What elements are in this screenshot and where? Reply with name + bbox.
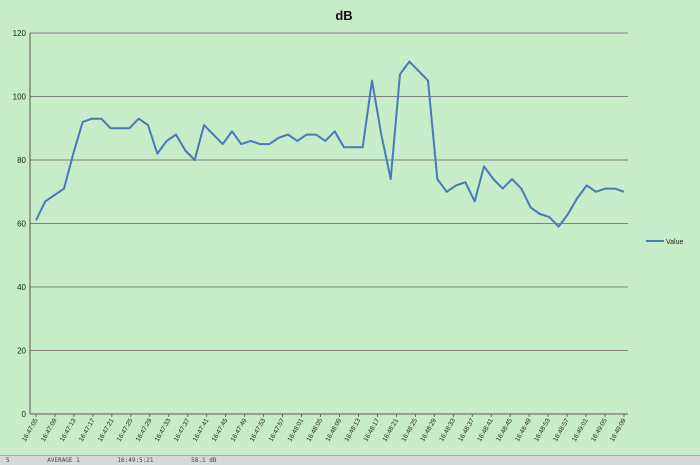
legend-label: Value [666,239,683,246]
x-tick-label: 16:48:41 [476,417,495,443]
status-segment: 5 [6,457,10,464]
x-tick-label: 16:47:49 [230,417,249,443]
x-tick-label: 16:48:01 [287,417,306,443]
x-tick-label: 16:47:21 [97,417,116,443]
chart-title: dB [335,8,352,23]
x-tick-label: 16:47:53 [249,417,268,443]
x-tick-label: 16:47:41 [192,417,211,443]
y-tick-label: 20 [17,347,26,356]
status-segment: 58.1 dB [191,457,217,464]
x-tick-label: 16:49:05 [590,417,609,443]
x-tick-label: 16:48:05 [306,417,325,443]
status-bar: 5 AVERAGE 1 16:49:5:21 58.1 dB [0,455,700,465]
x-tick-label: 16:47:05 [21,417,40,443]
x-tick-label: 16:48:33 [438,417,457,443]
legend: Value [646,239,683,246]
x-tick-label: 16:47:37 [173,417,192,443]
y-tick-label: 120 [13,29,27,38]
x-tick-label: 16:47:13 [59,417,78,443]
status-segment: 16:49:5:21 [117,457,154,464]
x-tick-label: 16:48:57 [552,417,571,443]
x-tick-label: 16:47:29 [135,417,154,443]
status-segment: AVERAGE 1 [47,457,80,464]
y-axis-ticks: 0 20 40 60 80 100 120 [13,29,27,419]
x-tick-label: 16:48:53 [533,417,552,443]
x-tick-label: 16:48:37 [457,417,476,443]
x-tick-label: 16:49:09 [609,417,628,443]
gridlines [30,32,628,415]
x-tick-label: 16:48:13 [343,417,362,443]
y-tick-label: 40 [17,283,26,292]
series-layer [35,60,625,228]
x-tick-label: 16:48:29 [419,417,438,443]
x-tick-label: 16:49:01 [571,417,590,443]
y-tick-label: 60 [17,220,26,229]
x-tick-label: 16:47:33 [154,417,173,443]
x-tick-label: 16:48:45 [495,417,514,443]
x-tick-label: 16:47:09 [40,417,59,443]
series-line-value [35,60,625,228]
x-tick-label: 16:47:17 [78,417,97,443]
x-axis-ticks: 16:47:05 16:47:09 16:47:13 16:47:17 16:47:21… [21,414,628,443]
x-tick-label: 16:47:45 [211,417,230,443]
x-tick-label: 16:47:57 [268,417,287,443]
x-tick-label: 16:48:25 [400,417,419,443]
x-tick-label: 16:48:09 [324,417,343,443]
y-tick-label: 80 [17,156,26,165]
x-tick-label: 16:48:21 [381,417,400,443]
x-tick-label: 16:47:25 [116,417,135,443]
x-tick-label: 16:48:49 [514,417,533,443]
y-tick-label: 0 [22,410,27,419]
y-tick-label: 100 [13,93,27,102]
x-tick-label: 16:48:17 [362,417,381,443]
